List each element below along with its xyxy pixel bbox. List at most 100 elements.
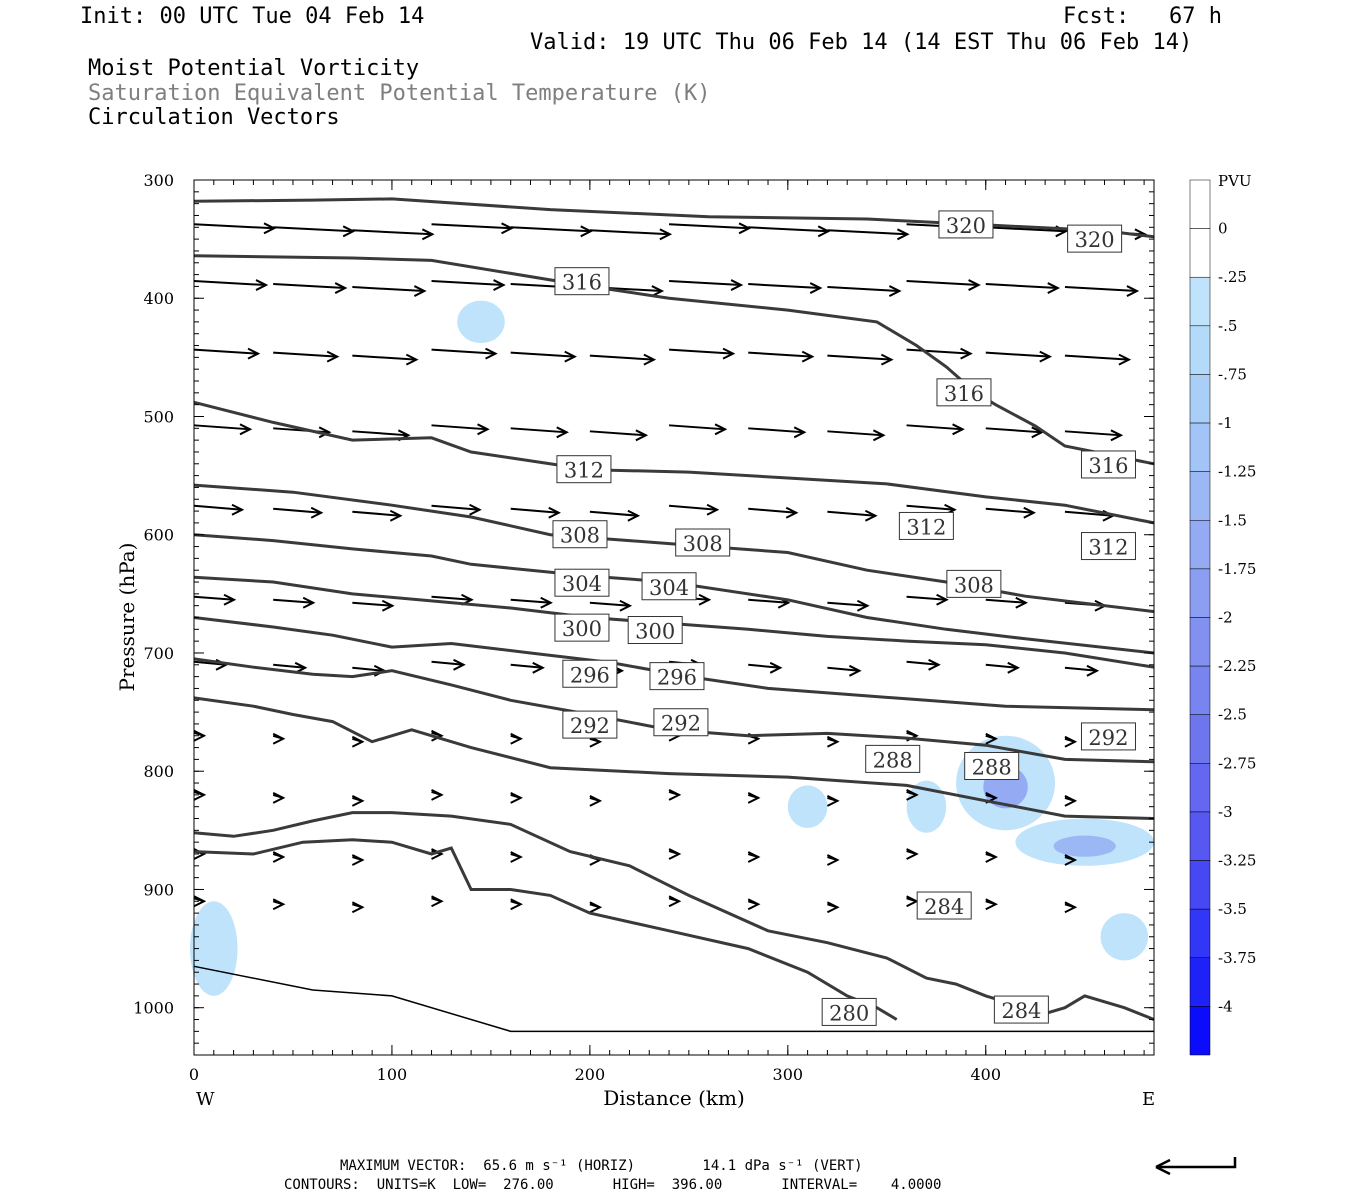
vector-head [477, 423, 490, 436]
vector-head [589, 794, 603, 807]
contour-label: 296 [570, 663, 610, 687]
contour-label-box [1080, 450, 1136, 479]
circulation-vector [668, 424, 726, 431]
x-tick-label: 400 [970, 1065, 1001, 1084]
reference-vector [1155, 1157, 1237, 1176]
vector-head [548, 506, 561, 519]
vector-head [389, 509, 403, 522]
contour-label-box [898, 511, 954, 540]
contour-label: 320 [946, 214, 986, 238]
circulation-vector [1064, 354, 1129, 361]
contour-label-box [554, 613, 610, 642]
contour-label-box [554, 568, 610, 597]
contour-label-box [1080, 722, 1136, 751]
colorbar-label: -.75 [1218, 365, 1247, 383]
circulation-vector [352, 510, 401, 517]
vector-head [985, 851, 998, 863]
vector-head [698, 593, 712, 606]
circulation-vector [985, 663, 1018, 669]
x-east-label: E [1142, 1089, 1155, 1110]
vector-head [421, 228, 435, 241]
circulation-vector [273, 283, 346, 290]
vector-head [826, 794, 840, 807]
vector-head [351, 794, 365, 807]
vector-head [381, 599, 395, 612]
colorbar-swatch [1189, 471, 1211, 521]
x-west-label: W [196, 1089, 215, 1110]
vector-head [906, 848, 919, 860]
vector-head [722, 347, 736, 360]
contour-label-box [562, 710, 618, 739]
vector-head [1086, 664, 1100, 677]
contour-label: 296 [657, 666, 697, 690]
contour-label-box [653, 708, 709, 737]
left-arrow-icon [1155, 1157, 1237, 1176]
x-tick-label: 0 [189, 1065, 199, 1084]
circulation-vector [352, 229, 433, 236]
circulation-vector [193, 280, 267, 287]
contour-label: 292 [1088, 726, 1128, 750]
colorbar-swatch [1189, 228, 1211, 278]
circulation-vector [273, 598, 314, 604]
vector-head [1064, 901, 1078, 914]
vector-head [1039, 350, 1052, 363]
y-tick-label: 900 [143, 880, 174, 899]
pv-patch [906, 780, 947, 833]
contour-label: 304 [562, 572, 602, 596]
circulation-vector [510, 351, 575, 358]
contour-label-box [552, 520, 608, 549]
vector-head [848, 664, 862, 677]
colorbar-label: -4 [1218, 997, 1233, 1015]
contour-label-layer: 320 320 316 316 316 312 312 312 308 308 308 304 304 3… [552, 210, 1136, 1026]
vector-head [714, 423, 728, 436]
colorbar-swatch [1189, 568, 1211, 618]
colorbar-label: -2.25 [1218, 657, 1256, 675]
colorbar-label: -1.75 [1218, 560, 1256, 578]
vector-head [405, 353, 419, 366]
contour-label-box [938, 210, 994, 239]
colorbar-label: -2.75 [1218, 754, 1256, 772]
vector-head [785, 506, 799, 519]
contour-label-box [821, 997, 877, 1026]
circulation-vector [748, 351, 813, 358]
colorbar-swatch [1189, 860, 1211, 910]
vector-head [960, 347, 973, 360]
circulation-vector [827, 286, 900, 293]
colorbar-swatch [1189, 325, 1211, 375]
circulation-vector [906, 660, 939, 666]
circulation-vector [431, 223, 512, 230]
vector-head [801, 350, 815, 363]
vector-head [1031, 426, 1044, 439]
colorbar-label: -2 [1218, 609, 1233, 627]
contour-label: 280 [829, 1001, 869, 1025]
contour-label-box [556, 455, 612, 484]
colorbar-label: -.25 [1218, 268, 1247, 286]
y-tick-label: 400 [143, 289, 174, 308]
vector-head [532, 661, 545, 674]
colorbar-swatch [1189, 520, 1211, 570]
forecast-hour: Fcst: 67 h [1063, 4, 1222, 29]
contour-label-box [641, 572, 697, 601]
colorbar-swatch [1189, 276, 1211, 327]
y-tick-label: 700 [143, 644, 174, 663]
contour-316 [193, 254, 1155, 466]
circulation-vector [906, 348, 971, 355]
circulation-vector [827, 510, 876, 517]
x-axis-label: Distance (km) [603, 1086, 745, 1110]
vector-head [856, 599, 870, 612]
circulation-vector [352, 354, 417, 361]
vector-head [747, 898, 761, 911]
circulation-vector [985, 226, 1066, 233]
contour-label: 316 [562, 271, 602, 295]
vector-head [826, 901, 840, 914]
vector-head [906, 788, 919, 801]
contour-288 [193, 696, 1155, 820]
vector-head [826, 735, 840, 748]
contour-label: 284 [924, 895, 964, 919]
colorbar-swatch [1189, 763, 1211, 813]
colorbar: 0 -.25 -.5 -.75 -1 -1.25 -1.5 -1.75 -2 -2.25 -2.5 -… [1189, 179, 1256, 1056]
vector-head [510, 732, 523, 745]
contour-320 [193, 197, 1155, 239]
colorbar-label: -3.5 [1218, 900, 1247, 918]
circulation-vector [431, 424, 488, 431]
